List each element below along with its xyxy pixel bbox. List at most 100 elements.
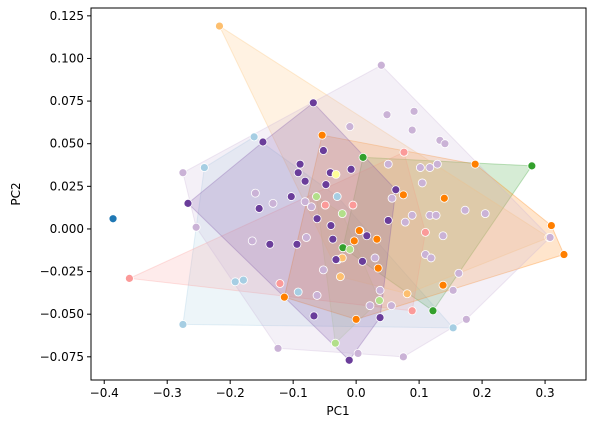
point — [400, 217, 410, 227]
point — [454, 268, 464, 278]
point — [460, 205, 470, 215]
point — [407, 306, 417, 316]
y-tick-label: 0.050 — [50, 137, 84, 151]
point — [470, 159, 480, 169]
point — [312, 291, 322, 300]
point — [345, 122, 355, 132]
point — [480, 209, 490, 219]
point — [351, 314, 361, 324]
point — [318, 146, 328, 155]
point — [375, 313, 385, 323]
point — [370, 253, 380, 263]
point — [448, 323, 458, 333]
point — [307, 202, 316, 212]
point — [425, 163, 435, 172]
y-tick-label: −0.025 — [40, 265, 84, 279]
point — [308, 98, 318, 108]
y-tick-label: 0.075 — [50, 94, 84, 108]
x-tick-label: 0.3 — [536, 386, 555, 400]
point — [432, 159, 442, 169]
point — [178, 168, 188, 178]
point — [312, 192, 321, 201]
hull — [182, 64, 551, 358]
point — [383, 159, 393, 169]
point — [301, 233, 311, 242]
y-tick-label: −0.075 — [40, 350, 84, 364]
point — [332, 192, 342, 201]
point — [391, 185, 401, 195]
x-tick-label: −0.2 — [216, 386, 245, 400]
point — [318, 265, 328, 275]
point — [275, 279, 285, 288]
point — [335, 272, 345, 282]
point — [358, 152, 368, 162]
point — [273, 343, 283, 353]
point — [402, 289, 412, 299]
x-tick-label: −0.1 — [279, 386, 308, 400]
point — [258, 137, 268, 147]
point — [239, 275, 248, 285]
point — [362, 231, 372, 241]
point — [417, 178, 427, 188]
point — [292, 239, 302, 249]
point — [320, 200, 330, 210]
plot-frame — [90, 7, 587, 381]
point — [328, 234, 338, 244]
point — [375, 285, 385, 295]
y-tick-label: 0.100 — [50, 51, 84, 65]
point — [178, 320, 188, 329]
point — [438, 231, 448, 241]
x-tick-label: 0.1 — [410, 386, 429, 400]
point — [247, 236, 257, 246]
point — [215, 21, 224, 31]
point — [331, 255, 341, 265]
point — [199, 163, 209, 172]
point — [286, 192, 296, 201]
y-tick-label: −0.050 — [40, 307, 84, 321]
point — [312, 214, 322, 224]
point — [409, 106, 419, 116]
point — [387, 193, 397, 203]
point — [440, 139, 450, 149]
point — [349, 236, 359, 246]
point — [337, 209, 347, 219]
point — [250, 188, 260, 198]
y-tick-label: 0.125 — [50, 9, 84, 23]
point — [383, 216, 393, 225]
point — [461, 314, 471, 324]
point — [183, 198, 193, 208]
point — [300, 176, 310, 186]
point — [354, 226, 364, 236]
point — [191, 222, 201, 232]
point — [546, 221, 556, 230]
point — [344, 355, 354, 365]
point — [398, 190, 408, 200]
point — [345, 245, 355, 254]
point — [293, 168, 303, 178]
point — [527, 161, 537, 171]
point — [415, 163, 425, 172]
point — [279, 292, 289, 302]
point — [330, 338, 340, 348]
hull — [182, 136, 455, 329]
point — [559, 250, 569, 259]
point — [375, 296, 384, 305]
point — [428, 306, 438, 316]
point — [326, 221, 336, 230]
point — [265, 239, 275, 249]
point — [353, 349, 363, 358]
x-tick-label: 0.0 — [347, 386, 366, 400]
point — [407, 210, 417, 220]
point — [365, 301, 375, 311]
point — [295, 159, 305, 169]
point — [372, 234, 382, 244]
point — [125, 273, 134, 283]
point — [268, 198, 278, 208]
point — [407, 125, 417, 135]
point — [439, 193, 449, 203]
point — [373, 263, 383, 273]
point — [382, 110, 392, 120]
point — [317, 130, 327, 140]
point — [358, 256, 367, 266]
